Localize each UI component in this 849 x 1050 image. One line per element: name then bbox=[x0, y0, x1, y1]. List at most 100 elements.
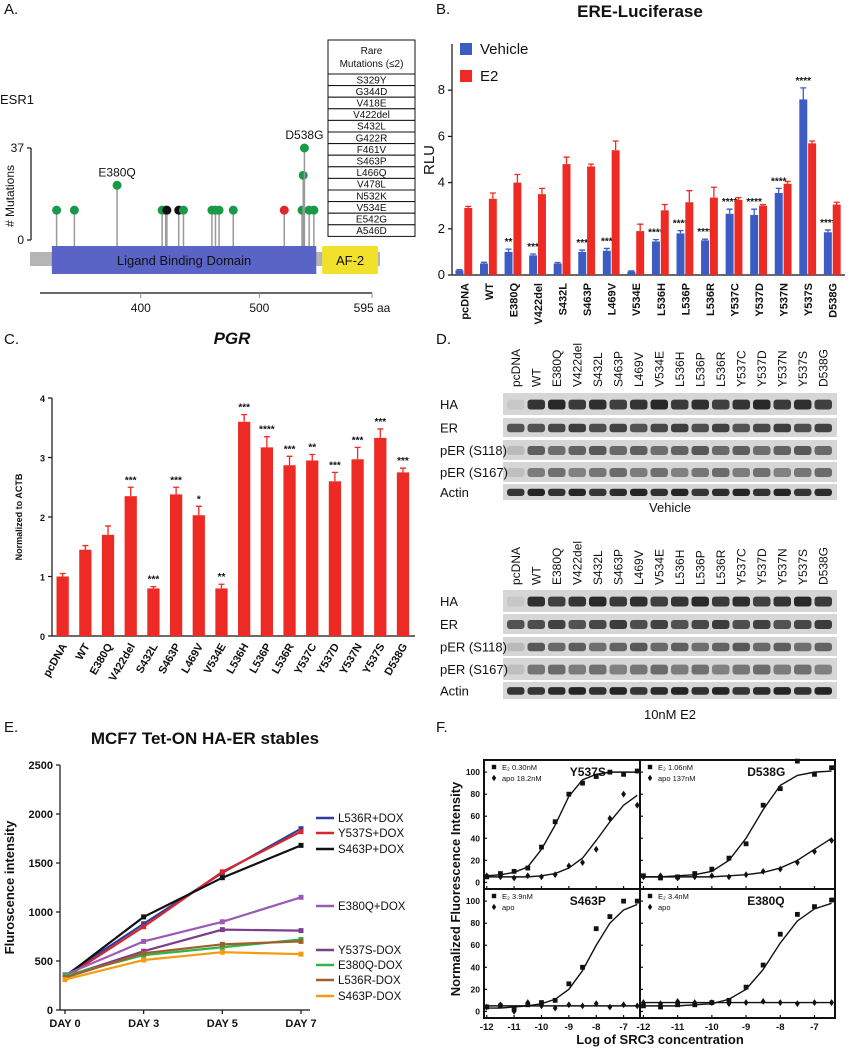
blot-band bbox=[568, 399, 586, 410]
blot-background bbox=[503, 637, 837, 656]
bar bbox=[396, 472, 410, 636]
legend-label: apo bbox=[502, 903, 515, 912]
point bbox=[566, 981, 572, 987]
legend-label: S463P-DOX bbox=[338, 991, 402, 1003]
point bbox=[794, 911, 800, 917]
blot-band bbox=[732, 423, 750, 433]
domain bbox=[51, 246, 317, 274]
blot-band bbox=[609, 468, 627, 477]
blot-band bbox=[568, 642, 586, 652]
x-tick-label: D538G bbox=[828, 283, 840, 318]
lane-label: Y537N bbox=[776, 350, 790, 387]
point bbox=[607, 769, 613, 775]
point bbox=[621, 790, 626, 798]
legend-label: Y537S-DOX bbox=[338, 945, 402, 957]
blot-band bbox=[814, 423, 832, 433]
significance: * bbox=[197, 494, 201, 505]
blot-band bbox=[773, 446, 791, 455]
subplot-title: E380Q bbox=[747, 894, 784, 908]
series-line bbox=[64, 940, 302, 979]
bar bbox=[602, 250, 611, 275]
x-tick-label: -10 bbox=[535, 1022, 549, 1033]
point bbox=[566, 862, 572, 870]
legend-marker bbox=[647, 893, 653, 899]
blot-background bbox=[503, 418, 837, 437]
significance: *** bbox=[148, 575, 160, 586]
error-bar bbox=[554, 261, 561, 264]
x-tick-label: L536R bbox=[705, 283, 717, 316]
blot-band bbox=[507, 488, 525, 496]
legend-label: L536R+DOX bbox=[338, 813, 404, 825]
legend-label: E₂ 3.4nM bbox=[658, 892, 689, 901]
point bbox=[552, 1004, 558, 1012]
lane-label: S432L bbox=[591, 550, 605, 585]
blot-band bbox=[609, 423, 627, 433]
blot-band bbox=[814, 488, 832, 496]
point bbox=[298, 842, 304, 848]
point bbox=[634, 1002, 640, 1010]
y-tick-label: 1500 bbox=[29, 858, 53, 870]
x-tick-label: DAY 7 bbox=[285, 1018, 316, 1030]
blot-band bbox=[671, 620, 689, 629]
x-tick-label: DAY 5 bbox=[207, 1018, 238, 1030]
point bbox=[298, 829, 304, 835]
blot-band bbox=[753, 488, 771, 496]
lane-label: L469V bbox=[632, 550, 646, 585]
legend-label: apo 18.2nM bbox=[502, 774, 542, 783]
point bbox=[580, 1002, 585, 1010]
domain bbox=[322, 246, 378, 274]
table-row: S329Y bbox=[356, 75, 386, 86]
x-tick-label: -8 bbox=[592, 1022, 600, 1033]
blot-band bbox=[650, 642, 668, 652]
y-tick-label: 60 bbox=[471, 811, 481, 821]
blot-band bbox=[712, 446, 730, 455]
blot-band bbox=[507, 468, 525, 477]
blot-band bbox=[794, 468, 812, 477]
point bbox=[511, 1007, 517, 1015]
point bbox=[498, 873, 503, 881]
blot-band bbox=[548, 664, 566, 675]
blot-band bbox=[630, 446, 648, 455]
point bbox=[812, 904, 817, 910]
point bbox=[566, 1001, 572, 1009]
blot-band bbox=[814, 446, 832, 455]
blot-band bbox=[794, 423, 812, 433]
blot-band bbox=[507, 687, 525, 695]
point bbox=[760, 998, 766, 1005]
x-tick-label: V422del bbox=[533, 283, 545, 325]
point bbox=[709, 872, 715, 880]
blot-background bbox=[503, 440, 837, 460]
table-row: A546D bbox=[356, 226, 387, 237]
blot-band bbox=[712, 664, 730, 675]
y-tick-label: 0 bbox=[438, 267, 445, 282]
point bbox=[580, 964, 585, 970]
bar bbox=[56, 576, 69, 636]
x-tick-label: 400 bbox=[131, 301, 151, 315]
blot-band bbox=[527, 468, 545, 477]
point bbox=[219, 919, 225, 925]
bar bbox=[374, 437, 387, 636]
blot-band bbox=[691, 399, 709, 410]
lollipop-head bbox=[162, 205, 172, 215]
fit-curve bbox=[486, 903, 638, 1009]
bar bbox=[553, 263, 562, 275]
blot-band bbox=[548, 687, 566, 695]
blot-band bbox=[650, 399, 668, 410]
blot-band bbox=[732, 488, 750, 496]
row-label: pER (S167) bbox=[440, 662, 508, 677]
significance: *** bbox=[601, 236, 613, 247]
point bbox=[552, 997, 558, 1003]
chart-title: MCF7 Tet-ON HA-ER stables bbox=[91, 729, 319, 748]
x-tick-label: -11 bbox=[507, 1022, 521, 1033]
blot-background bbox=[503, 462, 837, 482]
point bbox=[141, 938, 147, 944]
x-tick-label: WT bbox=[74, 641, 93, 662]
point bbox=[760, 962, 766, 968]
legend-label: L536R-DOX bbox=[338, 975, 401, 987]
mutation-label: E380Q bbox=[98, 165, 135, 179]
legend-label: apo bbox=[658, 903, 671, 912]
x-tick-label: D538G bbox=[382, 642, 410, 678]
significance: *** bbox=[125, 475, 137, 486]
error-bar bbox=[286, 455, 293, 466]
y-tick-label: 8 bbox=[438, 82, 445, 97]
